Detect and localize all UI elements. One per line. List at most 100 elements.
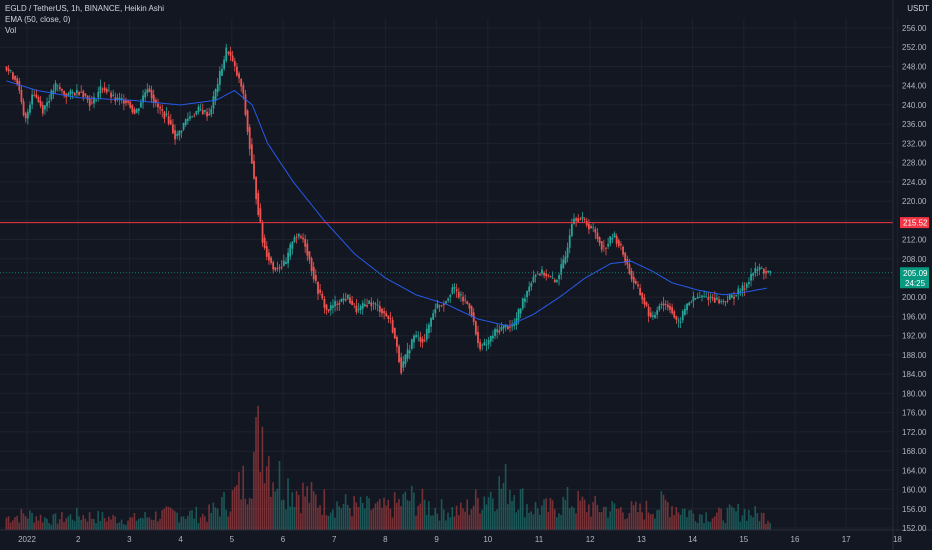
volume-bar [652, 514, 654, 530]
volume-bar [447, 512, 449, 530]
volume-bar [276, 488, 279, 530]
volume-bar [733, 508, 735, 530]
candle-body [310, 258, 313, 272]
candle-body [594, 228, 597, 233]
candle-body [186, 118, 189, 121]
candle-body [600, 241, 603, 250]
volume-bar [451, 507, 454, 530]
volume-bar [33, 522, 35, 530]
candle-body [658, 305, 661, 311]
candle-body [101, 88, 104, 90]
candle-body [543, 272, 546, 276]
ema-line [6, 80, 767, 327]
volume-bar [703, 523, 705, 530]
volume-bar [639, 503, 641, 530]
volume-bar [502, 482, 505, 530]
candle-body [7, 68, 10, 72]
candle-body [666, 304, 669, 308]
volume-bar [242, 465, 245, 530]
candle-body [195, 110, 198, 115]
volume-bar [180, 516, 183, 530]
candle-body [413, 335, 415, 343]
volume-bar [477, 498, 479, 530]
candle-body [300, 236, 302, 238]
volume-bar [157, 521, 159, 530]
y-tick-label: 248.00 [902, 62, 927, 71]
candle-body [726, 300, 729, 302]
candle-body [272, 262, 275, 270]
candle-body [707, 297, 710, 301]
candle-body [733, 296, 735, 299]
volume-bar [617, 508, 620, 530]
volume-bar [762, 512, 765, 530]
volume-bar [485, 504, 488, 530]
candle-body [67, 93, 70, 96]
candle-body [620, 243, 622, 246]
candle-body [73, 92, 76, 96]
candle-body [767, 271, 770, 273]
candle-body [445, 301, 447, 304]
volume-bar [487, 497, 490, 530]
candle-body [622, 246, 624, 255]
volume-bar [374, 503, 377, 530]
currency-label[interactable]: USDT [907, 4, 929, 13]
y-tick-label: 200.00 [902, 293, 927, 302]
volume-bar [647, 512, 650, 530]
volume-bar [338, 506, 341, 530]
volume-bar [430, 515, 432, 530]
candle-body [745, 283, 748, 288]
candle-body [643, 297, 646, 305]
volume-bar [498, 476, 501, 530]
candle-body [393, 328, 396, 339]
candle-body [423, 340, 426, 341]
candle-body [451, 287, 454, 294]
candle-body [468, 303, 471, 309]
candle-body [681, 311, 684, 321]
volume-bar [118, 522, 121, 530]
volume-bar [442, 509, 445, 530]
candle-body [534, 274, 537, 277]
candle-body [178, 130, 181, 136]
volume-bar [570, 506, 573, 530]
volume-bar [58, 519, 61, 530]
candle-body [408, 350, 411, 354]
candle-body [242, 85, 245, 95]
volume-bar [14, 517, 16, 530]
volume-bar [376, 501, 379, 530]
legend-volume[interactable]: Vol [5, 26, 17, 35]
candle-body [353, 303, 356, 305]
volume-bar [39, 514, 42, 530]
candle-body [447, 298, 450, 301]
candle-body [645, 302, 648, 306]
candle-body [176, 133, 179, 136]
volume-bar [265, 466, 268, 530]
candle-body [129, 101, 132, 108]
candle-body [558, 275, 560, 280]
candle-body [359, 306, 362, 311]
candle-body [58, 86, 61, 90]
candle-body [688, 302, 691, 306]
volume-bar [233, 486, 236, 530]
chart-legend: EGLD / TetherUS, 1h, BINANCE, Heikin Ash… [5, 3, 164, 36]
volume-bar [272, 482, 274, 530]
candle-body [293, 237, 296, 242]
volume-bar [65, 518, 67, 530]
candle-body [265, 246, 268, 257]
volume-bar [78, 516, 80, 530]
volume-bar [71, 519, 74, 530]
volume-bar [594, 495, 597, 530]
volume-bar [404, 491, 407, 530]
candle-body [229, 51, 232, 56]
candle-body [526, 290, 528, 298]
candle-body [253, 160, 255, 179]
volume-bar [342, 504, 345, 530]
candle-body [609, 236, 612, 244]
legend-ema[interactable]: EMA (50, close, 0) [5, 15, 71, 24]
legend-symbol[interactable]: EGLD / TetherUS, 1h, BINANCE, Heikin Ash… [5, 4, 165, 13]
candle-body [108, 90, 110, 92]
volume-bar [558, 513, 560, 530]
candle-body [184, 119, 187, 125]
volume-bar [20, 508, 23, 530]
candle-body [29, 104, 31, 113]
